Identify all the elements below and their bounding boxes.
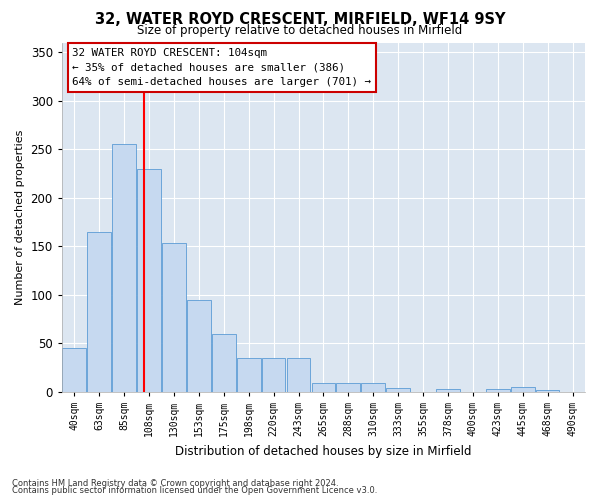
Bar	[262, 358, 286, 392]
Bar	[137, 168, 161, 392]
Bar	[88, 232, 111, 392]
Bar	[361, 383, 385, 392]
Bar	[287, 358, 310, 392]
Bar	[436, 389, 460, 392]
Bar	[486, 389, 509, 392]
Bar	[212, 334, 236, 392]
Bar	[162, 244, 186, 392]
Text: 32, WATER ROYD CRESCENT, MIRFIELD, WF14 9SY: 32, WATER ROYD CRESCENT, MIRFIELD, WF14 …	[95, 12, 505, 28]
Bar	[112, 144, 136, 392]
Text: Size of property relative to detached houses in Mirfield: Size of property relative to detached ho…	[137, 24, 463, 37]
Bar	[536, 390, 559, 392]
Text: Contains HM Land Registry data © Crown copyright and database right 2024.: Contains HM Land Registry data © Crown c…	[12, 478, 338, 488]
Text: 32 WATER ROYD CRESCENT: 104sqm
← 35% of detached houses are smaller (386)
64% of: 32 WATER ROYD CRESCENT: 104sqm ← 35% of …	[72, 48, 371, 88]
Bar	[337, 383, 360, 392]
Bar	[62, 348, 86, 392]
Bar	[237, 358, 260, 392]
X-axis label: Distribution of detached houses by size in Mirfield: Distribution of detached houses by size …	[175, 444, 472, 458]
Bar	[386, 388, 410, 392]
Text: Contains public sector information licensed under the Open Government Licence v3: Contains public sector information licen…	[12, 486, 377, 495]
Bar	[511, 387, 535, 392]
Bar	[311, 383, 335, 392]
Bar	[187, 300, 211, 392]
Y-axis label: Number of detached properties: Number of detached properties	[15, 130, 25, 305]
